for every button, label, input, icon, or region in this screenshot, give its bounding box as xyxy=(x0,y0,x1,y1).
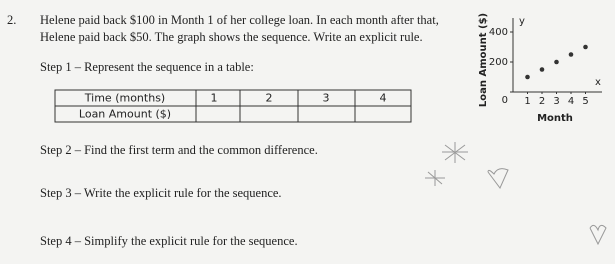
table-header: 3 xyxy=(323,92,330,105)
doodle xyxy=(487,168,509,189)
table-header: 2 xyxy=(266,92,273,105)
point xyxy=(568,52,574,57)
doodle xyxy=(589,224,607,246)
point xyxy=(525,74,530,80)
x-tick-label: 1 xyxy=(524,96,530,107)
question-number: 2. xyxy=(7,13,16,27)
doodle xyxy=(425,170,445,186)
x-axis-name: x xyxy=(595,77,601,88)
x-tick-label: 2 xyxy=(539,96,545,107)
table-header: 4 xyxy=(380,92,387,105)
question-line: Helene paid back $50. The graph shows th… xyxy=(40,30,423,44)
row-label: Loan Amount ($) xyxy=(79,108,171,121)
y-axis-name: y xyxy=(519,16,525,27)
point xyxy=(539,67,545,72)
x-tick-label: 5 xyxy=(582,96,588,107)
table-header: 1 xyxy=(211,92,218,105)
y-tick-label: 400 xyxy=(489,27,508,38)
point xyxy=(583,44,588,50)
step: Step 1 – Represent the sequence in a tab… xyxy=(40,60,254,74)
table xyxy=(54,89,412,123)
doodles xyxy=(425,142,607,246)
x-tick-label: 4 xyxy=(568,96,574,107)
table-header: Time (months) xyxy=(84,92,165,105)
x-tick-label: 3 xyxy=(553,96,559,107)
graph: Loan Amount ($) Month y x 0 200 400 1 2 3 4 5 xyxy=(478,13,602,124)
x-axis-label: Month xyxy=(537,113,573,124)
point xyxy=(554,59,559,65)
y-tick-label: 200 xyxy=(489,57,508,68)
y-tick-label: 0 xyxy=(502,95,508,106)
step: Step 4 – Simplify the explicit rule for … xyxy=(40,234,298,248)
step: Step 3 – Write the explicit rule for the… xyxy=(40,186,282,200)
step: Step 2 – Find the first term and the com… xyxy=(40,143,318,157)
y-axis-label: Loan Amount ($) xyxy=(478,13,489,107)
doodle xyxy=(442,142,468,163)
question-line: Helene paid back $100 in Month 1 of her … xyxy=(40,13,439,27)
